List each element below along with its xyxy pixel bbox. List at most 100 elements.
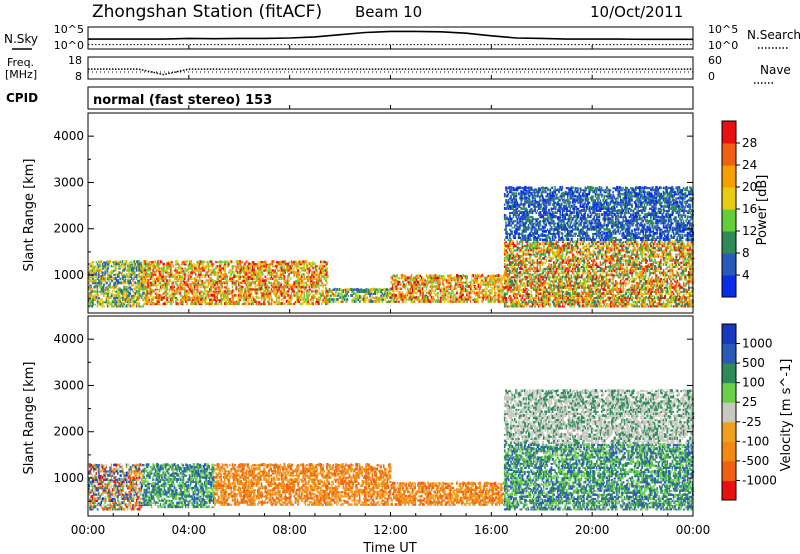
power-cell xyxy=(319,260,322,264)
power-cell xyxy=(488,291,492,295)
power-cell xyxy=(294,271,298,274)
power-cell xyxy=(267,277,269,280)
power-cell xyxy=(565,273,569,277)
power-cell xyxy=(146,278,148,283)
power-cell xyxy=(212,283,215,287)
power-cell xyxy=(440,276,444,280)
power-cell xyxy=(567,200,569,204)
power-cell xyxy=(536,205,539,208)
power-cell xyxy=(477,300,479,303)
power-cell xyxy=(195,301,198,303)
power-cell xyxy=(151,277,153,280)
power-cell xyxy=(321,264,323,268)
power-cell xyxy=(401,280,404,284)
power-cell xyxy=(546,218,549,221)
power-cell xyxy=(298,278,301,280)
power-cell xyxy=(288,273,290,276)
power-cell xyxy=(544,217,547,221)
power-cell xyxy=(113,301,116,304)
power-cell xyxy=(446,279,449,282)
power-cell xyxy=(527,193,530,196)
power-cell xyxy=(283,291,285,295)
power-cell xyxy=(253,278,256,280)
power-cell xyxy=(99,262,101,266)
power-cell xyxy=(342,297,345,301)
power-cell xyxy=(182,283,185,287)
power-cell xyxy=(507,255,511,258)
power-cell xyxy=(124,305,127,308)
power-cell xyxy=(553,232,556,235)
power-cell xyxy=(541,283,544,287)
power-cell xyxy=(538,274,540,277)
power-cell xyxy=(151,263,153,266)
power-cell xyxy=(192,294,195,297)
power-cell xyxy=(536,209,538,212)
power-cell xyxy=(369,296,371,299)
power-cell xyxy=(312,284,315,287)
power-cell xyxy=(522,190,525,194)
power-cell xyxy=(526,282,529,285)
power-cell xyxy=(524,192,526,196)
power-cell xyxy=(139,267,142,270)
power-cell xyxy=(166,286,168,289)
power-cell xyxy=(154,270,157,274)
power-cell xyxy=(139,294,142,297)
power-cell xyxy=(288,297,291,301)
power-cell xyxy=(246,281,249,285)
power-cell xyxy=(93,268,95,272)
power-cell xyxy=(161,275,164,278)
power-cell xyxy=(268,266,270,270)
power-cell xyxy=(222,264,225,268)
power-cell xyxy=(355,294,358,297)
power-cell xyxy=(93,295,95,297)
power-cell xyxy=(128,277,130,281)
power-cell xyxy=(503,282,506,285)
power-cell xyxy=(517,290,520,293)
power-cell xyxy=(164,290,167,293)
power-cell xyxy=(256,277,260,280)
power-cell xyxy=(536,230,539,233)
power-cell xyxy=(104,270,107,274)
power-cell xyxy=(516,274,519,277)
power-cell xyxy=(166,271,169,274)
power-cell xyxy=(110,270,113,274)
power-cell xyxy=(482,297,484,301)
power-cell xyxy=(138,263,141,266)
power-cell xyxy=(563,286,566,289)
power-cell xyxy=(215,280,217,282)
power-cell xyxy=(509,296,511,300)
power-cell xyxy=(182,299,185,304)
nsearch-tick-top: 10^5 xyxy=(708,23,738,36)
power-cell xyxy=(143,296,146,299)
power-cell xyxy=(202,295,205,299)
power-cell xyxy=(290,260,293,264)
power-cell xyxy=(524,228,526,231)
power-cell xyxy=(176,298,179,301)
power-cell xyxy=(290,287,294,291)
power-cell xyxy=(535,281,538,285)
power-cell xyxy=(551,274,554,277)
power-cell xyxy=(514,224,517,227)
power-cell xyxy=(476,278,478,282)
power-cell xyxy=(152,264,154,268)
power-cell xyxy=(129,293,132,295)
power-cell xyxy=(192,302,195,306)
freq-label-line2: [MHz] xyxy=(5,68,37,81)
power-cell xyxy=(538,286,540,289)
power-cell xyxy=(226,290,229,293)
power-cell xyxy=(99,278,101,281)
power-cell xyxy=(472,299,475,301)
power-cell xyxy=(181,301,184,303)
power-cell xyxy=(530,243,532,246)
power-cell xyxy=(526,290,529,293)
power-cell xyxy=(414,297,417,301)
power-cell xyxy=(255,265,257,268)
power-cell xyxy=(187,268,190,272)
power-cell xyxy=(263,296,266,299)
power-cell xyxy=(103,290,106,293)
power-cell xyxy=(558,289,561,293)
power-cell xyxy=(565,248,568,252)
power-cell xyxy=(534,197,537,200)
power-cell xyxy=(530,192,533,196)
power-cell xyxy=(215,265,217,268)
